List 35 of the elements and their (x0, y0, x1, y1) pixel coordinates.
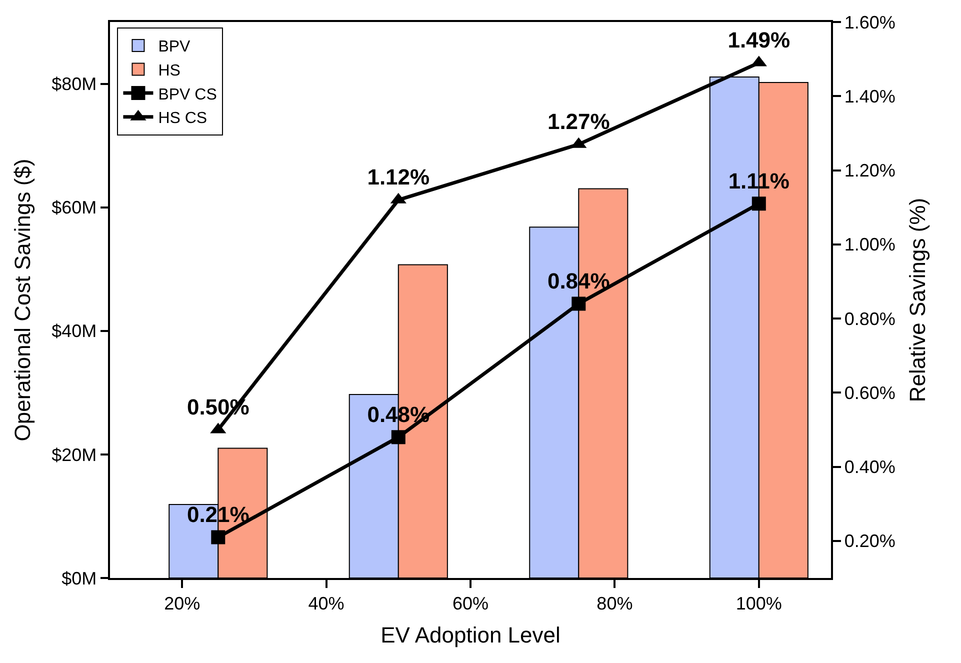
point (572, 296, 586, 311)
x-tick-label: 60% (452, 593, 489, 614)
y2-tick-label: 1.00% (844, 234, 896, 255)
y-tick-label: $0M (62, 568, 97, 588)
legend-label: BPV CS (158, 86, 217, 104)
y2-tick-label: 1.60% (844, 12, 896, 32)
y2-tick-label: 1.20% (844, 160, 896, 181)
point (211, 530, 226, 544)
data-label: 1.12% (367, 164, 430, 190)
y-tick-label: $80M (52, 74, 97, 94)
legend-label: HS CS (158, 110, 208, 128)
y2-tick-label: 0.40% (844, 457, 896, 478)
data-label: 0.21% (186, 502, 250, 527)
y-tick-label: $40M (52, 321, 97, 342)
y-axis-title: Operational Cost Savings ($) (10, 158, 35, 442)
legend-label: HS (158, 62, 180, 80)
point (391, 430, 406, 444)
y2-tick-label: 0.80% (844, 308, 896, 329)
x-tick-label: 20% (164, 593, 200, 614)
y2-tick-label: 1.40% (844, 86, 896, 106)
x-tick-label: 80% (596, 593, 633, 614)
y-tick-label: $20M (52, 444, 97, 465)
x-axis-title: EV Adoption Level (380, 622, 560, 648)
point (752, 196, 766, 211)
data-label: 0.48% (367, 402, 430, 427)
y-tick-label: $60M (52, 198, 97, 218)
y2-axis-title: Relative Savings (%) (904, 198, 930, 402)
x-tick-label: 40% (308, 593, 344, 614)
data-label: 1.49% (728, 28, 790, 53)
data-label: 1.27% (547, 109, 610, 134)
x-tick-label: 100% (736, 593, 782, 614)
data-label: 0.84% (547, 268, 610, 294)
y2-tick-label: 0.60% (844, 382, 896, 403)
y2-tick-label: 0.20% (844, 531, 896, 552)
legend-label: BPV (158, 38, 191, 56)
